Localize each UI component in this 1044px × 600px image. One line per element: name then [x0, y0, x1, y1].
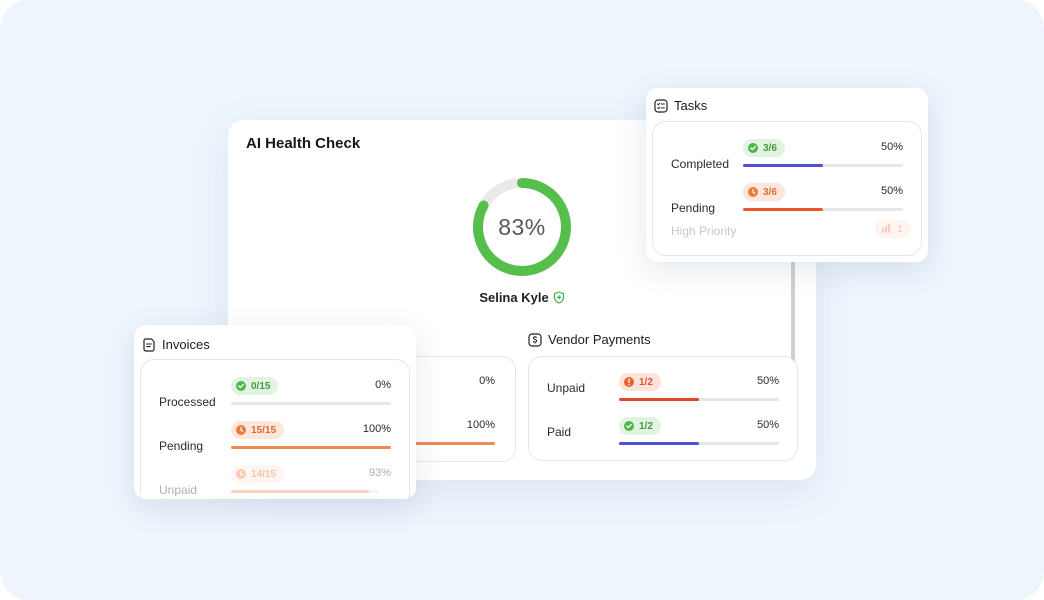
- donut-ring: [473, 178, 571, 276]
- badge-value: 1/2: [639, 376, 653, 388]
- vendor-row-unpaid: Unpaid 1/2 50%: [529, 371, 797, 411]
- status-badge: 1/2: [619, 417, 661, 435]
- progress-track: [231, 402, 391, 405]
- card-title: AI Health Check: [246, 135, 361, 152]
- progress-fill: [743, 164, 823, 167]
- invoices-header: Invoices: [142, 337, 210, 352]
- health-score-donut: 83%: [472, 177, 572, 277]
- tasks-box: Completed 3/6 50% Pending 3/6 50%: [652, 121, 922, 256]
- status-badge: 3/6: [743, 183, 785, 201]
- priority-badge: 1: [875, 220, 911, 238]
- row-percentage: 50%: [880, 141, 903, 153]
- tasks-row-pending: Pending 3/6 50%: [653, 181, 921, 221]
- section-title: Tasks: [674, 98, 708, 113]
- badge-value: 3/6: [763, 186, 777, 198]
- person-row: Selina Kyle: [228, 290, 816, 307]
- status-badge: 15/15: [231, 421, 285, 439]
- progress-track: [231, 490, 379, 493]
- check-icon: [236, 381, 246, 391]
- health-score-value: 83%: [498, 214, 546, 240]
- status-badge: 3/6: [743, 139, 785, 157]
- invoices-box: Processed 0/15 0% Pending 15/15 100%: [140, 359, 410, 499]
- row-label: Completed: [671, 157, 730, 171]
- person-name: Selina Kyle: [479, 290, 549, 305]
- progress-track: [231, 446, 391, 449]
- checklist-icon: [654, 98, 668, 113]
- badge-value: 15/15: [251, 424, 277, 436]
- tasks-row-high-priority: High Priority 1: [653, 217, 921, 257]
- tasks-header: Tasks: [654, 98, 707, 113]
- badge-value: 0/15: [251, 380, 271, 392]
- tasks-row-completed: Completed 3/6 50%: [653, 137, 921, 177]
- row-label: Unpaid: [547, 381, 586, 395]
- row-percentage: 50%: [880, 185, 903, 197]
- status-badge: 1/2: [619, 373, 661, 391]
- progress-fill: [619, 398, 699, 401]
- row-percentage: 0%: [479, 375, 495, 387]
- tasks-card: Tasks Completed 3/6 50% Pending 3/6: [646, 88, 928, 262]
- progress-track: [743, 208, 903, 211]
- row-percentage: 93%: [368, 467, 391, 479]
- row-percentage: 100%: [466, 419, 495, 431]
- row-percentage: 50%: [756, 375, 779, 387]
- row-label: Pending: [159, 439, 204, 453]
- row-label: High Priority: [671, 224, 737, 238]
- invoices-row-pending: Pending 15/15 100%: [141, 419, 409, 459]
- clock-icon: [748, 187, 758, 197]
- document-icon: [142, 337, 156, 352]
- progress-track: [743, 164, 903, 167]
- row-label: Processed: [159, 395, 216, 409]
- dollar-icon: [528, 332, 542, 347]
- progress-fill: [743, 208, 823, 211]
- progress-fill: [231, 446, 391, 449]
- scrollbar-thumb[interactable]: [791, 260, 795, 390]
- progress-track: [619, 398, 779, 401]
- clock-icon: [236, 469, 246, 479]
- shield-plus-icon: [553, 291, 565, 307]
- progress-fill: [619, 442, 699, 445]
- alert-icon: [624, 377, 634, 387]
- section-title: Vendor Payments: [548, 332, 651, 347]
- badge-value: 1: [897, 223, 903, 235]
- progress-track: [619, 442, 779, 445]
- badge-value: 14/15: [251, 468, 277, 480]
- vendor-payments-box: Unpaid 1/2 50% Paid 1/2 50%: [528, 356, 798, 461]
- row-label: Paid: [547, 425, 572, 439]
- badge-value: 3/6: [763, 142, 777, 154]
- row-percentage: 100%: [362, 423, 391, 435]
- status-badge: 0/15: [231, 377, 279, 395]
- section-title: Invoices: [162, 337, 210, 352]
- row-label: Pending: [671, 201, 716, 215]
- row-percentage: 50%: [756, 419, 779, 431]
- row-label: Unpaid: [159, 483, 198, 497]
- invoices-summary-row: 0%: [227, 371, 515, 411]
- check-icon: [748, 143, 758, 153]
- invoices-card: Invoices Processed 0/15 0% Pending 15/15: [134, 325, 416, 499]
- donut-progress-arc: [473, 178, 571, 276]
- check-icon: [624, 421, 634, 431]
- row-percentage: 0%: [375, 379, 391, 391]
- badge-value: 1/2: [639, 420, 653, 432]
- vendor-row-paid: Paid 1/2 50%: [529, 415, 797, 455]
- invoices-row-processed: Processed 0/15 0%: [141, 375, 409, 415]
- status-badge: 14/15: [231, 465, 285, 483]
- clock-icon: [236, 425, 246, 435]
- bar-chart-icon: [881, 223, 891, 236]
- invoices-row-unpaid: Unpaid 14/15 93%: [141, 463, 409, 499]
- progress-fill: [231, 490, 369, 493]
- vendor-payments-header: Vendor Payments: [528, 332, 651, 347]
